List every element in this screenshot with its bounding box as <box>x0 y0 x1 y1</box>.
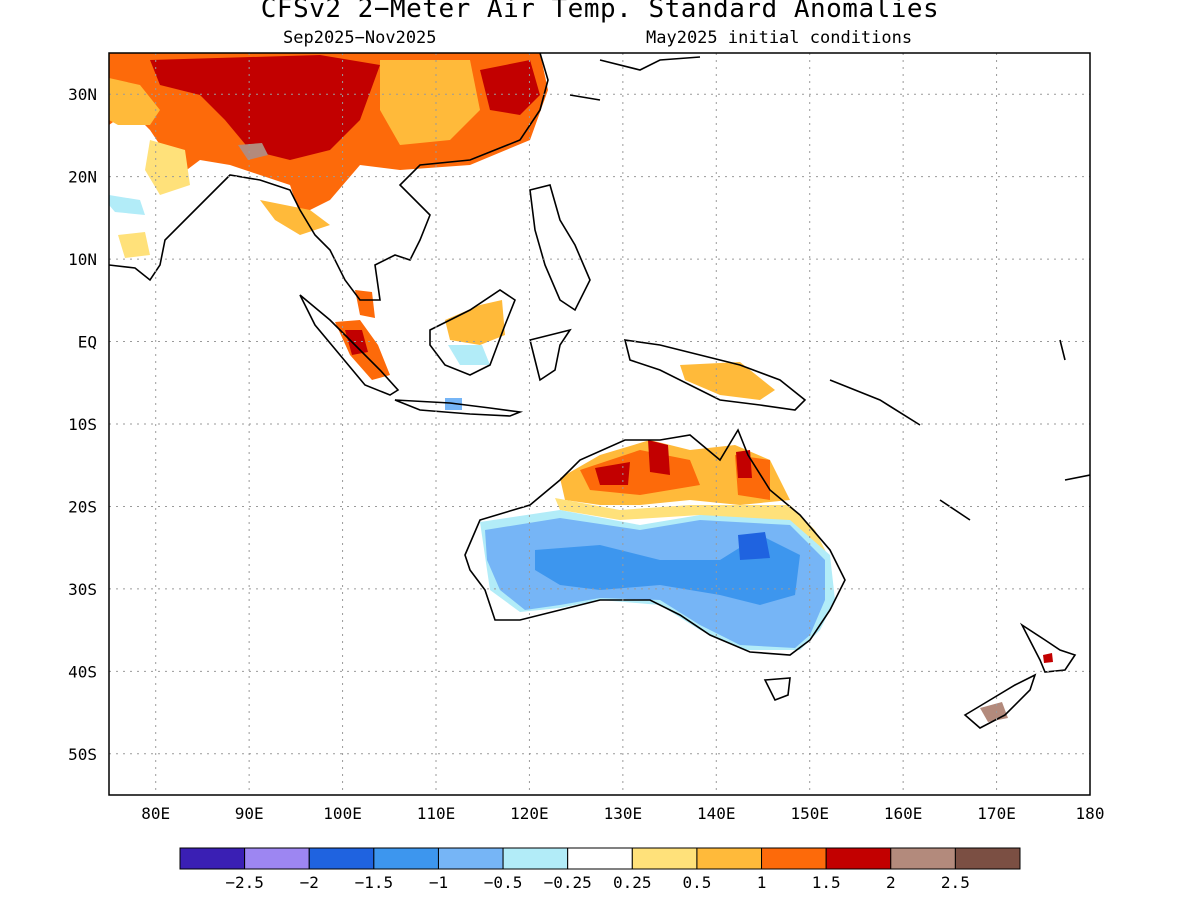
latitude-labels: 30N 20N 10N EQ 10S 20S 30S 40S 50S <box>68 85 97 764</box>
coastline-sumatra <box>299 294 400 396</box>
anomaly-region-india-light <box>118 140 190 258</box>
colorbar-swatch <box>373 847 439 870</box>
colorbar-labels: −2.5 −2 −1.5 −1 −0.5 −0.25 0.25 0.5 1 1.5 2 2.5 <box>225 873 969 892</box>
coastline-newguinea <box>623 339 807 411</box>
colorbar-label: 2 <box>886 873 896 892</box>
colorbar-label: 1.5 <box>812 873 841 892</box>
coastline-australia <box>464 428 846 656</box>
anomaly-region-australia-cold <box>535 535 800 605</box>
colorbar-label: 0.25 <box>613 873 652 892</box>
colorbar-swatch <box>179 847 246 870</box>
lon-tick-label: 130E <box>604 804 643 823</box>
colorbar-swatch <box>825 847 892 870</box>
lat-tick-label: 20N <box>68 168 97 187</box>
colorbar-swatch <box>567 847 633 870</box>
map-frame <box>108 52 1091 796</box>
colorbar-swatch <box>696 847 763 870</box>
colorbar-label: 2.5 <box>941 873 970 892</box>
lat-tick-label: 30S <box>68 580 97 599</box>
forecast-period: Sep2025−Nov2025 <box>283 28 437 48</box>
anomaly-region-borneo-cool <box>448 345 490 365</box>
coastline-sulawesi <box>529 328 572 382</box>
coastline-philippines <box>529 184 591 312</box>
colorbar-label: −0.5 <box>484 873 523 892</box>
anomaly-region-tibet-extreme <box>238 143 268 160</box>
lon-tick-label: 100E <box>323 804 362 823</box>
colorbar-label: 0.5 <box>682 873 711 892</box>
grid-lines <box>109 53 1090 795</box>
lon-tick-label: 110E <box>417 804 456 823</box>
lon-tick-label: 80E <box>141 804 170 823</box>
anomaly-region-asia-strong <box>150 55 540 160</box>
lon-tick-label: 120E <box>510 804 549 823</box>
coastline-tasmania <box>763 677 791 702</box>
lon-tick-label: 150E <box>790 804 829 823</box>
colorbar-label: −1 <box>429 873 448 892</box>
coastline-borneo <box>429 289 516 376</box>
colorbar-swatch <box>631 847 698 870</box>
colorbar-label: 1 <box>757 873 767 892</box>
anomaly-region-newzealand <box>980 702 1008 722</box>
colorbar-swatch <box>308 847 375 870</box>
anomaly-region-newzealand-north <box>1043 653 1053 663</box>
anomaly-region-australia-light-band <box>555 498 830 560</box>
coastline-java <box>394 399 524 417</box>
coastline-newzealand-south <box>963 673 1037 729</box>
colorbar-label: −2.5 <box>225 873 264 892</box>
coastline-japan-korea <box>569 56 701 101</box>
coastline-pacific-islands <box>829 339 1090 521</box>
lon-tick-label: 180 <box>1076 804 1105 823</box>
colorbar-swatch <box>890 847 956 870</box>
initial-conditions: May2025 initial conditions <box>646 28 913 48</box>
lat-tick-label: 10N <box>68 250 97 269</box>
colorbar-label: −2 <box>300 873 319 892</box>
colorbar-swatch <box>437 847 504 870</box>
lat-tick-label: 40S <box>68 662 97 681</box>
colorbar-label: −0.25 <box>544 873 592 892</box>
lat-tick-label: 20S <box>68 497 97 516</box>
colorbar <box>179 847 1021 870</box>
coastlines <box>109 53 1090 729</box>
longitude-labels: 80E 90E 100E 110E 120E 130E 140E 150E 160E 170E 18… <box>141 804 1104 823</box>
map-title: CFSv2 2−Meter Air Temp. Standard Anomali… <box>260 0 940 24</box>
anomaly-region-india-cool <box>109 195 145 215</box>
anomaly-region-borneo <box>445 300 505 345</box>
lon-tick-label: 90E <box>235 804 264 823</box>
lon-tick-label: 170E <box>977 804 1016 823</box>
lon-tick-label: 160E <box>884 804 923 823</box>
anomaly-shading <box>109 53 1053 722</box>
lat-tick-label: EQ <box>78 333 97 352</box>
colorbar-swatch <box>954 847 1021 870</box>
lat-tick-label: 10S <box>68 415 97 434</box>
colorbar-swatch <box>244 847 310 870</box>
lat-tick-label: 30N <box>68 85 97 104</box>
colorbar-label: −1.5 <box>355 873 394 892</box>
lon-tick-label: 140E <box>697 804 736 823</box>
anomaly-region-sumatra-strong <box>345 330 368 355</box>
colorbar-swatch <box>761 847 827 870</box>
anomaly-region-australia-coldest <box>738 532 770 560</box>
coastline-asia <box>109 53 549 301</box>
anomaly-region-newguinea <box>680 362 775 400</box>
lat-tick-label: 50S <box>68 745 97 764</box>
coastline-newzealand-north <box>1019 622 1077 673</box>
anomaly-region-australia-north-strong <box>595 440 752 485</box>
colorbar-swatch <box>502 847 569 870</box>
anomaly-region-asia-light <box>109 60 480 235</box>
